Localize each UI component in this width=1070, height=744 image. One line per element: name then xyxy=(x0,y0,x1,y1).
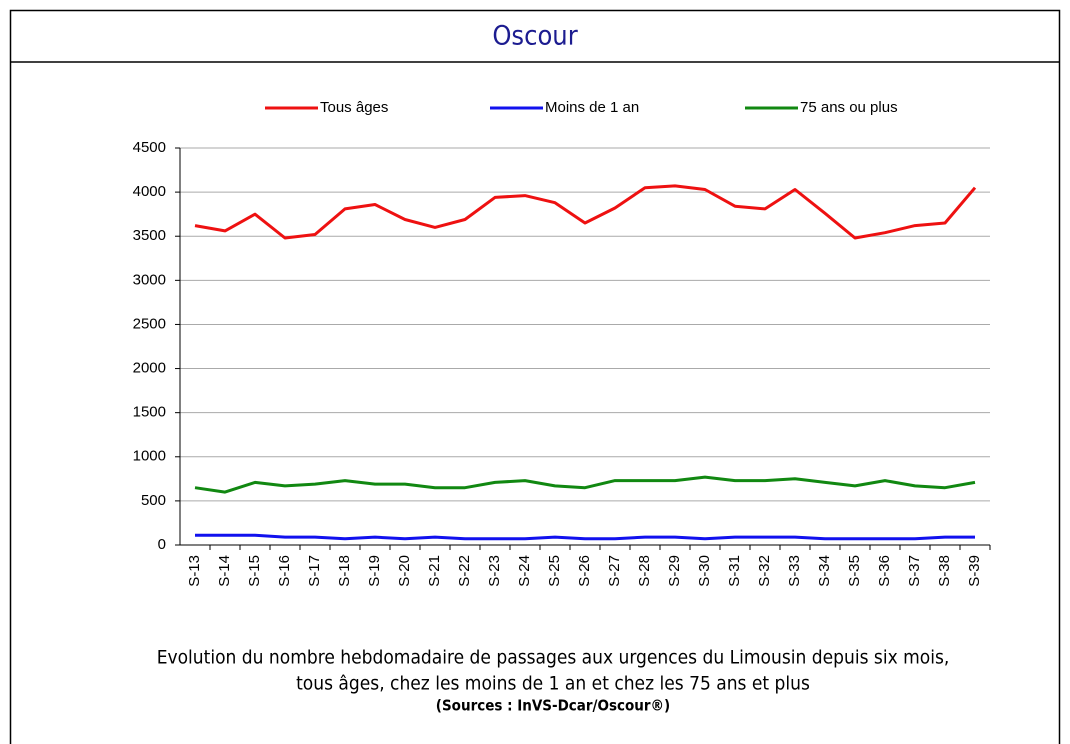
y-tick-label: 4000 xyxy=(133,183,166,200)
y-tick-label: 2500 xyxy=(133,315,166,332)
caption: tous âges, chez les moins de 1 an et che… xyxy=(296,673,810,695)
y-tick-label: 3500 xyxy=(133,227,166,244)
y-tick-label: 0 xyxy=(158,536,166,553)
x-tick-label: S-35 xyxy=(846,555,863,587)
y-tick-label: 4500 xyxy=(133,139,166,156)
series-line xyxy=(194,475,976,494)
x-tick-label: S-27 xyxy=(606,555,623,587)
x-tick-label: S-25 xyxy=(546,555,563,587)
y-tick-label: 2000 xyxy=(133,360,166,377)
x-tick-label: S-31 xyxy=(726,555,743,587)
x-tick-label: S-39 xyxy=(966,555,983,587)
caption: Evolution du nombre hebdomadaire de pass… xyxy=(157,647,950,669)
y-tick-label: 1500 xyxy=(133,404,166,421)
x-tick-label: S-23 xyxy=(486,555,503,587)
x-tick-label: S-13 xyxy=(186,555,203,587)
frame xyxy=(9,9,1061,744)
x-tick-label: S-32 xyxy=(756,555,773,587)
x-tick-label: S-15 xyxy=(246,555,263,587)
x-tick-label: S-16 xyxy=(276,555,293,587)
y-tick-label: 3000 xyxy=(133,271,166,288)
x-tick-label: S-17 xyxy=(306,555,323,587)
legend-label: Moins de 1 an xyxy=(545,99,639,116)
x-tick-label: S-29 xyxy=(666,555,683,587)
x-tick-label: S-14 xyxy=(216,555,233,587)
x-tick-label: S-18 xyxy=(336,555,353,587)
x-tick-label: S-24 xyxy=(516,555,533,587)
y-tick-label: 1000 xyxy=(133,448,166,465)
series-line xyxy=(194,184,977,240)
x-tick-label: S-19 xyxy=(366,555,383,587)
legend-label: 75 ans ou plus xyxy=(800,99,898,116)
x-tick-label: S-22 xyxy=(456,555,473,587)
x-tick-label: S-36 xyxy=(876,555,893,587)
x-tick-label: S-34 xyxy=(816,555,833,587)
x-tick-label: S-30 xyxy=(696,555,713,587)
series-line xyxy=(195,533,975,541)
x-tick-label: S-21 xyxy=(426,555,443,587)
y-tick-label: 500 xyxy=(141,492,166,509)
chart-title: Oscour xyxy=(492,21,577,52)
x-tick-label: S-26 xyxy=(576,555,593,587)
x-tick-label: S-20 xyxy=(396,555,413,587)
x-tick-label: S-33 xyxy=(786,555,803,587)
x-tick-label: S-38 xyxy=(936,555,953,587)
x-tick-label: S-28 xyxy=(636,555,653,587)
source: (Sources : InVS-Dcar/Oscour®) xyxy=(436,697,670,715)
legend-label: Tous âges xyxy=(320,99,388,116)
x-tick-label: S-37 xyxy=(906,555,923,587)
